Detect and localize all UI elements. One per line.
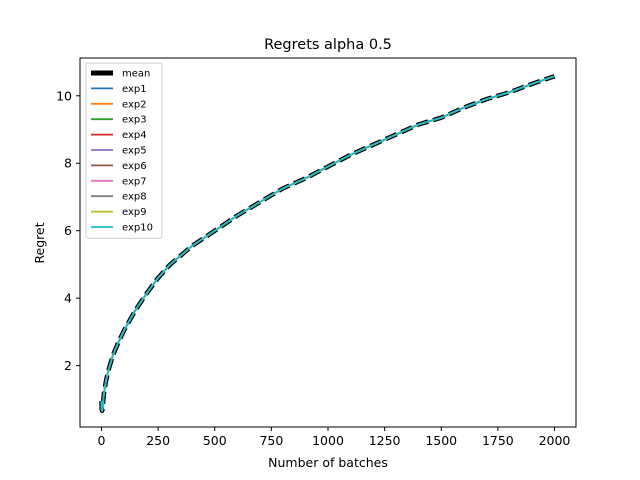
- legend-label-mean: mean: [122, 69, 150, 80]
- legend-label-exp6: exp6: [122, 161, 147, 172]
- legend: mean exp1 exp2 exp3 exp4 exp5 exp6 exp7 exp8 exp9…: [85, 62, 163, 239]
- plot-area: [99, 74, 556, 414]
- axes: 0 250 500 750 1000 1250 1500 1750 2000 2 4 6 8 10: [56, 57, 577, 448]
- legend-label-exp4: exp4: [122, 130, 147, 141]
- series-line-exp10: [100, 75, 555, 412]
- y-axis-label: Regret: [32, 222, 47, 263]
- legend-box: [85, 62, 163, 239]
- y-tick-label: 6: [64, 223, 72, 238]
- chart-title: Regrets alpha 0.5: [264, 37, 392, 53]
- legend-label-exp9: exp9: [122, 207, 147, 218]
- y-tick-label: 2: [64, 358, 72, 373]
- x-tick-label: 0: [98, 433, 106, 448]
- x-tick-label: 250: [146, 433, 170, 448]
- x-tick-label: 500: [203, 433, 227, 448]
- y-tick-label: 8: [64, 156, 72, 171]
- legend-label-exp10: exp10: [122, 223, 153, 234]
- y-tick-label: 10: [56, 88, 72, 103]
- x-tick-label: 1250: [369, 433, 401, 448]
- legend-label-exp5: exp5: [122, 146, 147, 157]
- x-tick-label: 1750: [482, 433, 514, 448]
- x-axis-label: Number of batches: [268, 455, 388, 470]
- x-tick-label: 750: [259, 433, 283, 448]
- y-tick-label: 4: [64, 291, 72, 306]
- legend-label-exp3: exp3: [122, 115, 147, 126]
- legend-label-exp8: exp8: [122, 192, 147, 203]
- x-tick-label: 1500: [425, 433, 457, 448]
- legend-label-exp2: exp2: [122, 99, 147, 110]
- x-tick-label: 1000: [312, 433, 344, 448]
- legend-label-exp7: exp7: [122, 176, 147, 187]
- legend-label-exp1: exp1: [122, 84, 147, 95]
- x-tick-label: 2000: [539, 433, 571, 448]
